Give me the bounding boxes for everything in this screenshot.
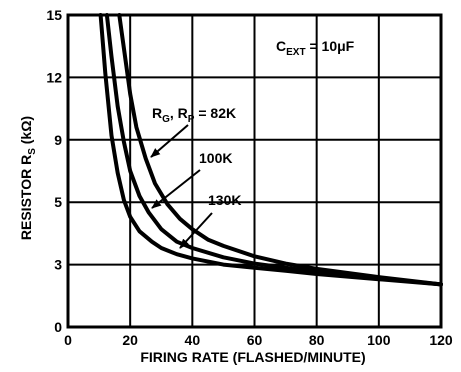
curve-label-100k: 100K bbox=[199, 150, 232, 166]
y-tick-label: 3 bbox=[54, 257, 62, 273]
curve-series-2 bbox=[117, 13, 443, 287]
arrow-100k bbox=[151, 169, 201, 209]
arrow-130k bbox=[179, 212, 213, 249]
x-tick-label: 120 bbox=[429, 332, 453, 348]
y-tick-label: 0 bbox=[54, 319, 62, 335]
curve-series-0 bbox=[98, 13, 443, 287]
x-tick-label: 40 bbox=[185, 332, 201, 348]
y-tick-label: 9 bbox=[54, 132, 62, 148]
arrow-82k bbox=[150, 124, 189, 158]
curve-label-82k: RG, RP = 82K bbox=[152, 105, 236, 125]
x-tick-label: 100 bbox=[367, 332, 391, 348]
x-tick-label: 20 bbox=[122, 332, 138, 348]
y-tick-label: 12 bbox=[46, 69, 62, 85]
y-axis-label: RESISTOR RS (kΩ) bbox=[18, 116, 38, 240]
x-axis-label: FIRING RATE (FLASHED/MINUTE) bbox=[140, 349, 365, 365]
curves bbox=[98, 13, 443, 287]
tick-labels: 0 20 40 60 80 100 120 0 3 5 9 12 15 bbox=[46, 7, 452, 348]
plot-frame bbox=[66, 13, 443, 329]
x-tick-label: 0 bbox=[64, 332, 72, 348]
x-tick-label: 80 bbox=[309, 332, 325, 348]
y-tick-label: 5 bbox=[54, 194, 62, 210]
x-tick-label: 60 bbox=[247, 332, 263, 348]
curve-label-130k: 130K bbox=[208, 192, 241, 208]
curve-series-1 bbox=[104, 13, 443, 287]
cext-annotation: CEXT = 10μF bbox=[276, 38, 355, 58]
curve-labels: RG, RP = 82K 100K 130K bbox=[150, 105, 241, 249]
y-tick-label: 15 bbox=[46, 7, 62, 23]
